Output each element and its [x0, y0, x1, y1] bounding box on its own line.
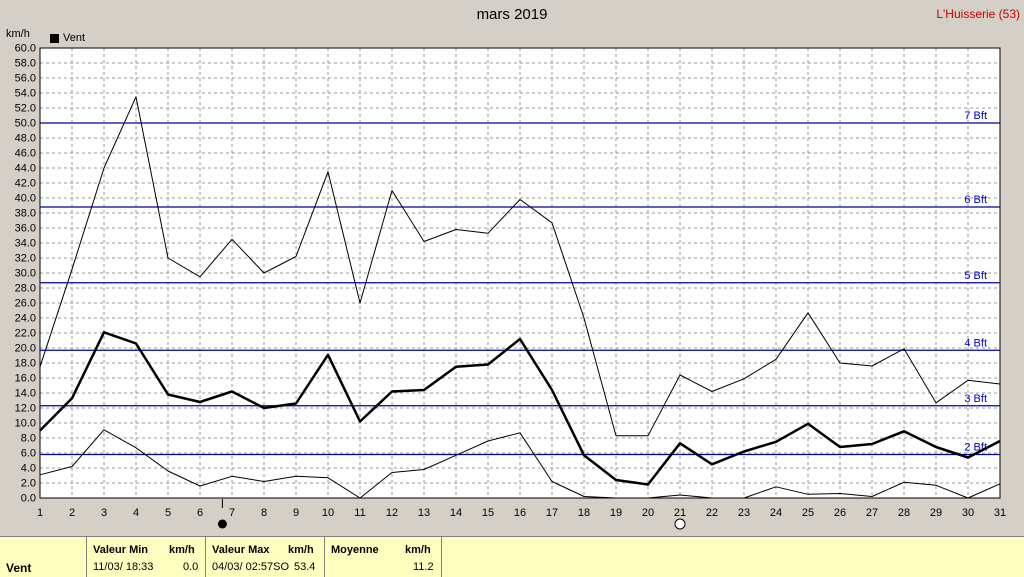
new-moon-icon	[217, 519, 227, 529]
x-tick-label: 12	[386, 507, 398, 519]
x-tick-label: 2	[69, 507, 75, 519]
min-when: 11/03/ 18:33	[93, 561, 154, 573]
stats-row-label: Vent	[6, 561, 32, 575]
y-tick-label: 58.0	[15, 58, 36, 70]
y-tick-label: 0.0	[21, 493, 36, 505]
y-tick-label: 16.0	[15, 373, 36, 385]
series-line-max	[39, 96, 1001, 437]
max-when: 04/03/ 02:57SO	[212, 561, 290, 573]
y-tick-label: 44.0	[15, 163, 36, 175]
y-tick-label: 10.0	[15, 418, 36, 430]
x-tick-label: 14	[450, 507, 462, 519]
min-header: Valeur Min	[93, 544, 149, 556]
x-tick-label: 9	[293, 507, 299, 519]
mean-unit: km/h	[405, 544, 431, 556]
y-tick-label: 6.0	[21, 448, 36, 460]
x-tick-label: 18	[578, 507, 590, 519]
x-tick-label: 21	[674, 507, 686, 519]
y-tick-label: 24.0	[15, 313, 36, 325]
min-value: 0.0	[183, 561, 199, 573]
y-tick-label: 28.0	[15, 283, 36, 295]
plot-border	[39, 47, 1001, 499]
min-unit: km/h	[169, 544, 195, 556]
y-tick-label: 52.0	[15, 103, 36, 115]
x-tick-label: 17	[546, 507, 558, 519]
x-tick-label: 3	[101, 507, 107, 519]
x-tick-label: 25	[802, 507, 814, 519]
x-tick-label: 10	[322, 507, 334, 519]
x-tick-label: 30	[962, 507, 974, 519]
beaufort-label: 3 Bft	[964, 393, 987, 405]
x-tick-label: 7	[229, 507, 235, 519]
x-tick-label: 22	[706, 507, 718, 519]
y-tick-label: 50.0	[15, 118, 36, 130]
max-value: 53.4	[294, 561, 316, 573]
y-tick-label: 56.0	[15, 73, 36, 85]
x-tick-label: 1	[37, 507, 43, 519]
wind-chart: 0.0 2.0 4.0 6.0 8.0 10.0 12.0 14.0 16.0 18.0 20.0 2…	[15, 43, 1006, 530]
x-tick-label: 31	[994, 507, 1006, 519]
x-tick-label: 16	[514, 507, 526, 519]
stats-bar: Vent Valeur Min km/h 11/03/ 18:33 0.0 Va…	[0, 536, 1024, 577]
x-tick-label: 29	[930, 507, 942, 519]
x-tick-label: 28	[898, 507, 910, 519]
y-tick-label: 22.0	[15, 328, 36, 340]
station-name: L'Huisserie (53)	[936, 7, 1020, 21]
mean-value: 11.2	[413, 561, 434, 573]
y-tick-label: 18.0	[15, 358, 36, 370]
x-tick-label: 19	[610, 507, 622, 519]
y-tick-label: 54.0	[15, 88, 36, 100]
max-unit: km/h	[288, 544, 314, 556]
y-tick-label: 4.0	[21, 463, 36, 475]
x-tick-label: 24	[770, 507, 782, 519]
beaufort-label: 6 Bft	[964, 194, 987, 206]
beaufort-label: 5 Bft	[964, 270, 987, 282]
x-tick-label: 5	[165, 507, 171, 519]
y-tick-label: 34.0	[15, 238, 36, 250]
y-tick-label: 36.0	[15, 223, 36, 235]
mean-header: Moyenne	[331, 544, 379, 556]
series-line-min	[39, 429, 1001, 499]
y-tick-label: 14.0	[15, 388, 36, 400]
x-tick-label: 13	[418, 507, 430, 519]
y-axis-unit: km/h	[6, 28, 30, 40]
full-moon-icon	[674, 518, 686, 530]
x-tick-label: 11	[354, 507, 365, 519]
x-tick-label: 15	[482, 507, 494, 519]
stats-mean-cell: Moyenne km/h 11.2	[325, 537, 442, 577]
y-tick-label: 32.0	[15, 253, 36, 265]
beaufort-label: 2 Bft	[964, 442, 987, 454]
y-tick-label: 48.0	[15, 133, 36, 145]
legend-swatch	[50, 33, 59, 43]
stats-max-cell: Valeur Max km/h 04/03/ 02:57SO 53.4	[206, 537, 325, 577]
y-tick-label: 26.0	[15, 298, 36, 310]
y-tick-label: 2.0	[21, 478, 36, 490]
beaufort-label: 7 Bft	[964, 110, 987, 122]
y-tick-label: 20.0	[15, 343, 36, 355]
legend: Vent	[50, 32, 85, 44]
y-tick-label: 60.0	[15, 43, 36, 55]
max-header: Valeur Max	[212, 544, 270, 556]
beaufort-label: 4 Bft	[964, 337, 987, 349]
x-tick-label: 27	[866, 507, 878, 519]
y-tick-label: 12.0	[15, 403, 36, 415]
x-tick-label: 26	[834, 507, 846, 519]
y-tick-label: 30.0	[15, 268, 36, 280]
x-tick-label: 4	[133, 507, 139, 519]
y-tick-label: 8.0	[21, 433, 36, 445]
y-tick-label: 38.0	[15, 208, 36, 220]
x-tick-label: 8	[261, 507, 267, 519]
stats-row-label-cell: Vent	[0, 537, 87, 577]
x-tick-label: 20	[642, 507, 654, 519]
legend-label: Vent	[63, 32, 86, 44]
stats-min-cell: Valeur Min km/h 11/03/ 18:33 0.0	[87, 537, 206, 577]
x-tick-label: 6	[197, 507, 203, 519]
chart-title: mars 2019	[476, 6, 548, 23]
y-tick-label: 46.0	[15, 148, 36, 160]
series-line-mean	[39, 331, 1001, 486]
y-tick-label: 40.0	[15, 193, 36, 205]
x-tick-label: 23	[738, 507, 750, 519]
y-tick-label: 42.0	[15, 178, 36, 190]
